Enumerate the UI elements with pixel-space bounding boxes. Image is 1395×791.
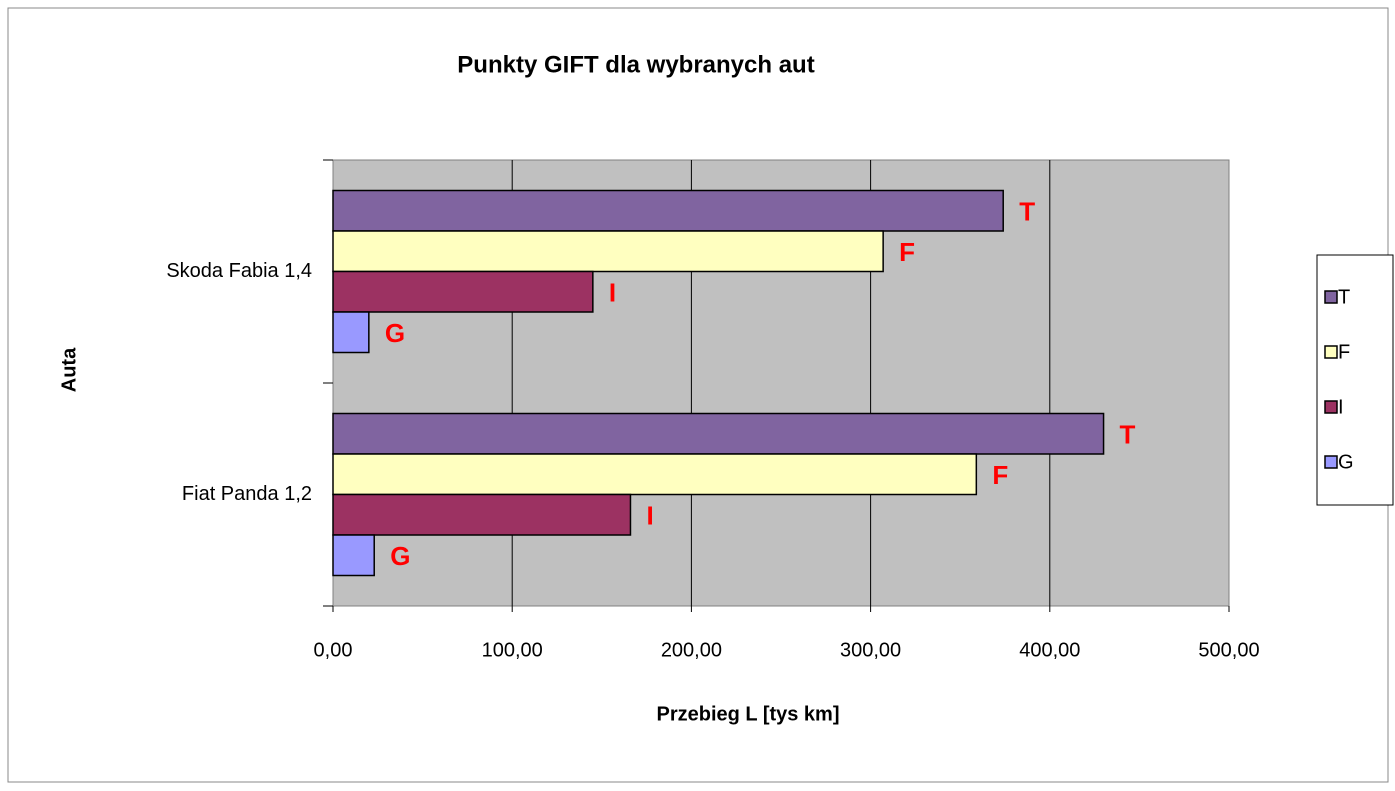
x-tick-label: 0,00 [314, 639, 353, 661]
x-tick-label: 500,00 [1198, 639, 1259, 661]
data-label: I [646, 501, 653, 531]
bar [332, 412, 1105, 455]
bar [332, 453, 978, 496]
x-tick-label: 400,00 [1019, 639, 1080, 661]
x-tick-label: 300,00 [840, 639, 901, 661]
chart-title: Punkty GIFT dla wybranych aut [457, 51, 814, 78]
data-label: F [992, 460, 1008, 490]
data-label: T [1019, 197, 1035, 227]
y-tick-label: Skoda Fabia 1,4 [166, 260, 312, 282]
bar [332, 534, 375, 577]
data-label: T [1120, 420, 1136, 450]
bar [332, 230, 884, 273]
x-axis-title: Przebieg L [tys km] [656, 703, 839, 725]
bar [332, 311, 370, 354]
y-tick-label: Fiat Panda 1,2 [182, 483, 312, 505]
legend-label: G [1338, 451, 1354, 473]
data-label: F [899, 237, 915, 267]
legend-swatch [1324, 400, 1338, 414]
bar [332, 493, 632, 536]
data-label: I [609, 278, 616, 308]
data-label: G [390, 541, 410, 571]
x-tick-label: 100,00 [482, 639, 543, 661]
bar [332, 189, 1004, 232]
legend-label: T [1338, 286, 1350, 308]
data-label: G [385, 318, 405, 348]
legend-swatch [1324, 345, 1338, 359]
bar [332, 270, 594, 313]
legend-label: I [1338, 396, 1344, 418]
legend-swatch [1324, 455, 1338, 469]
legend-label: F [1338, 341, 1350, 363]
legend-swatch [1324, 290, 1338, 304]
x-tick-label: 200,00 [661, 639, 722, 661]
y-axis-title: Auta [58, 347, 80, 392]
